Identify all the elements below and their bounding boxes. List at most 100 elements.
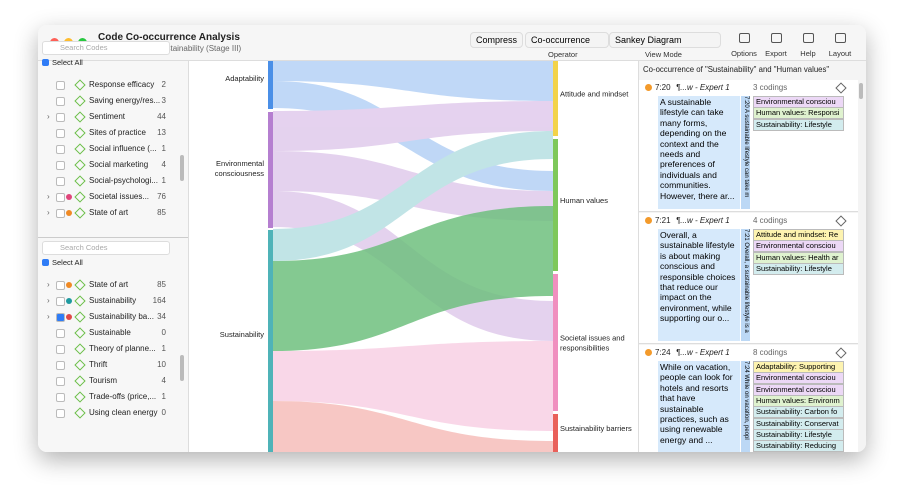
select-all-checkbox[interactable] xyxy=(42,59,49,66)
flow xyxy=(273,101,553,151)
code-label[interactable]: Thrift xyxy=(89,360,108,369)
code-label[interactable]: Response efficacy xyxy=(89,80,155,89)
checkbox[interactable] xyxy=(56,297,65,306)
code-label[interactable]: Sentiment xyxy=(89,112,126,121)
code-color-dot xyxy=(66,298,72,304)
view-select[interactable]: Sankey Diagram xyxy=(609,32,721,48)
toolbar-button-label[interactable]: Options xyxy=(731,49,757,58)
toolbar-icon[interactable] xyxy=(835,33,846,43)
quote-icon xyxy=(645,217,652,224)
checkbox[interactable] xyxy=(56,361,65,370)
code-tag[interactable]: Sustainability: Conservat xyxy=(753,417,844,430)
code-label[interactable]: Tourism xyxy=(89,376,118,385)
checkbox[interactable] xyxy=(56,129,65,138)
quotes-scrollbar[interactable] xyxy=(859,83,863,99)
checkbox[interactable] xyxy=(56,209,65,218)
code-label[interactable]: Sustainability xyxy=(89,296,137,305)
code-tag[interactable]: Human values: Responsi xyxy=(753,107,844,120)
node-label: Attitude and mindset xyxy=(560,90,629,99)
quote-id[interactable]: 7:24 xyxy=(655,348,671,357)
code-tag[interactable]: Adaptability: Supporting xyxy=(753,361,844,373)
checkbox[interactable] xyxy=(56,97,65,106)
select-all-label[interactable]: Select All xyxy=(52,258,83,267)
checkbox[interactable] xyxy=(56,409,65,418)
quote-source: ¶...w - Expert 1 xyxy=(676,216,730,225)
code-label[interactable]: State of art xyxy=(89,280,129,289)
operator-label: Operator xyxy=(548,50,578,59)
code-label[interactable]: Using clean energy xyxy=(89,408,158,417)
toolbar-button-label[interactable]: Layout xyxy=(828,49,852,58)
checkbox[interactable] xyxy=(56,193,65,202)
code-tag[interactable]: Sustainability: Reducing xyxy=(753,440,844,452)
view-label: View Mode xyxy=(645,50,682,59)
checkbox[interactable] xyxy=(56,377,65,386)
expand-chevron[interactable]: › xyxy=(47,112,50,121)
code-label[interactable]: Social-psychologi... xyxy=(89,176,158,185)
operator-select[interactable]: Co-occurrence xyxy=(525,32,609,48)
quote-id[interactable]: 7:20 xyxy=(655,83,671,92)
expand-chevron[interactable]: › xyxy=(47,192,50,201)
code-tag[interactable]: Environmental consciou xyxy=(753,240,844,253)
node-label: Societal issues and responsibilities xyxy=(560,334,625,353)
toolbar-icon[interactable] xyxy=(739,33,750,43)
code-label[interactable]: Social marketing xyxy=(89,160,149,169)
code-tag[interactable]: Environmental consciou xyxy=(753,372,844,385)
code-tag[interactable]: Sustainability: Lifestyle xyxy=(753,262,844,275)
checkbox[interactable] xyxy=(56,145,65,154)
code-count: 3 xyxy=(161,96,166,105)
quote-source: ¶...w - Expert 1 xyxy=(676,83,730,92)
code-tag[interactable]: Attitude and mindset: Re xyxy=(753,229,844,241)
quote-text: A sustainable lifestyle can take many fo… xyxy=(658,96,740,209)
quote-text: While on vacation, people can look for h… xyxy=(658,361,740,452)
toolbar-icon[interactable] xyxy=(803,33,814,43)
code-color-dot xyxy=(66,314,72,320)
toolbar-icon[interactable] xyxy=(771,33,782,43)
checkbox[interactable] xyxy=(56,313,65,322)
expand-chevron[interactable]: › xyxy=(47,312,50,321)
checkbox[interactable] xyxy=(56,281,65,290)
code-label[interactable]: Theory of planne... xyxy=(89,344,156,353)
code-label[interactable]: Societal issues... xyxy=(89,192,150,201)
code-tag[interactable]: Environmental consciou xyxy=(753,383,844,396)
checkbox[interactable] xyxy=(56,329,65,338)
checkbox[interactable] xyxy=(56,345,65,354)
code-tag[interactable]: Human values: Environm xyxy=(753,394,844,407)
checkbox[interactable] xyxy=(56,177,65,186)
code-count: 1 xyxy=(161,176,166,185)
search-box[interactable] xyxy=(42,241,170,255)
code-tag[interactable]: Sustainability: Lifestyle xyxy=(753,428,844,441)
code-label[interactable]: Social influence (... xyxy=(89,144,157,153)
checkbox[interactable] xyxy=(56,113,65,122)
toolbar-button-label[interactable]: Help xyxy=(800,49,816,58)
code-label[interactable]: Trade-offs (price,... xyxy=(89,392,157,401)
code-tag[interactable]: Human values: Health ar xyxy=(753,251,844,264)
code-label[interactable]: State of art xyxy=(89,208,129,217)
node-label: Adaptability xyxy=(225,74,264,83)
expand-chevron[interactable]: › xyxy=(47,208,50,217)
compress-button[interactable]: Compress xyxy=(470,32,524,48)
scrollbar[interactable] xyxy=(180,355,184,381)
select-all-checkbox[interactable] xyxy=(42,259,49,266)
quote-id[interactable]: 7:21 xyxy=(655,216,671,225)
checkbox[interactable] xyxy=(56,161,65,170)
code-label[interactable]: Sustainable xyxy=(89,328,131,337)
code-label[interactable]: Saving energy/res... xyxy=(89,96,161,105)
code-label[interactable]: Sustainability ba... xyxy=(89,312,154,321)
code-tag[interactable]: Sustainability: Carbon fo xyxy=(753,406,844,419)
checkbox[interactable] xyxy=(56,393,65,402)
select-all-label[interactable]: Select All xyxy=(52,58,83,67)
window-title: Code Co-occurrence Analysis xyxy=(98,32,240,43)
node-label: Human values xyxy=(560,196,608,205)
target-node xyxy=(553,414,558,452)
code-color-dot xyxy=(66,194,72,200)
code-tag[interactable]: Sustainability: Lifestyle xyxy=(753,118,844,131)
scrollbar[interactable] xyxy=(180,155,184,181)
code-label[interactable]: Sites of practice xyxy=(89,128,146,137)
code-tag[interactable]: Environmental consciou xyxy=(753,96,844,108)
checkbox[interactable] xyxy=(56,81,65,90)
toolbar-button-label[interactable]: Export xyxy=(765,49,787,58)
expand-chevron[interactable]: › xyxy=(47,296,50,305)
expand-chevron[interactable]: › xyxy=(47,280,50,289)
search-box[interactable] xyxy=(42,41,170,55)
